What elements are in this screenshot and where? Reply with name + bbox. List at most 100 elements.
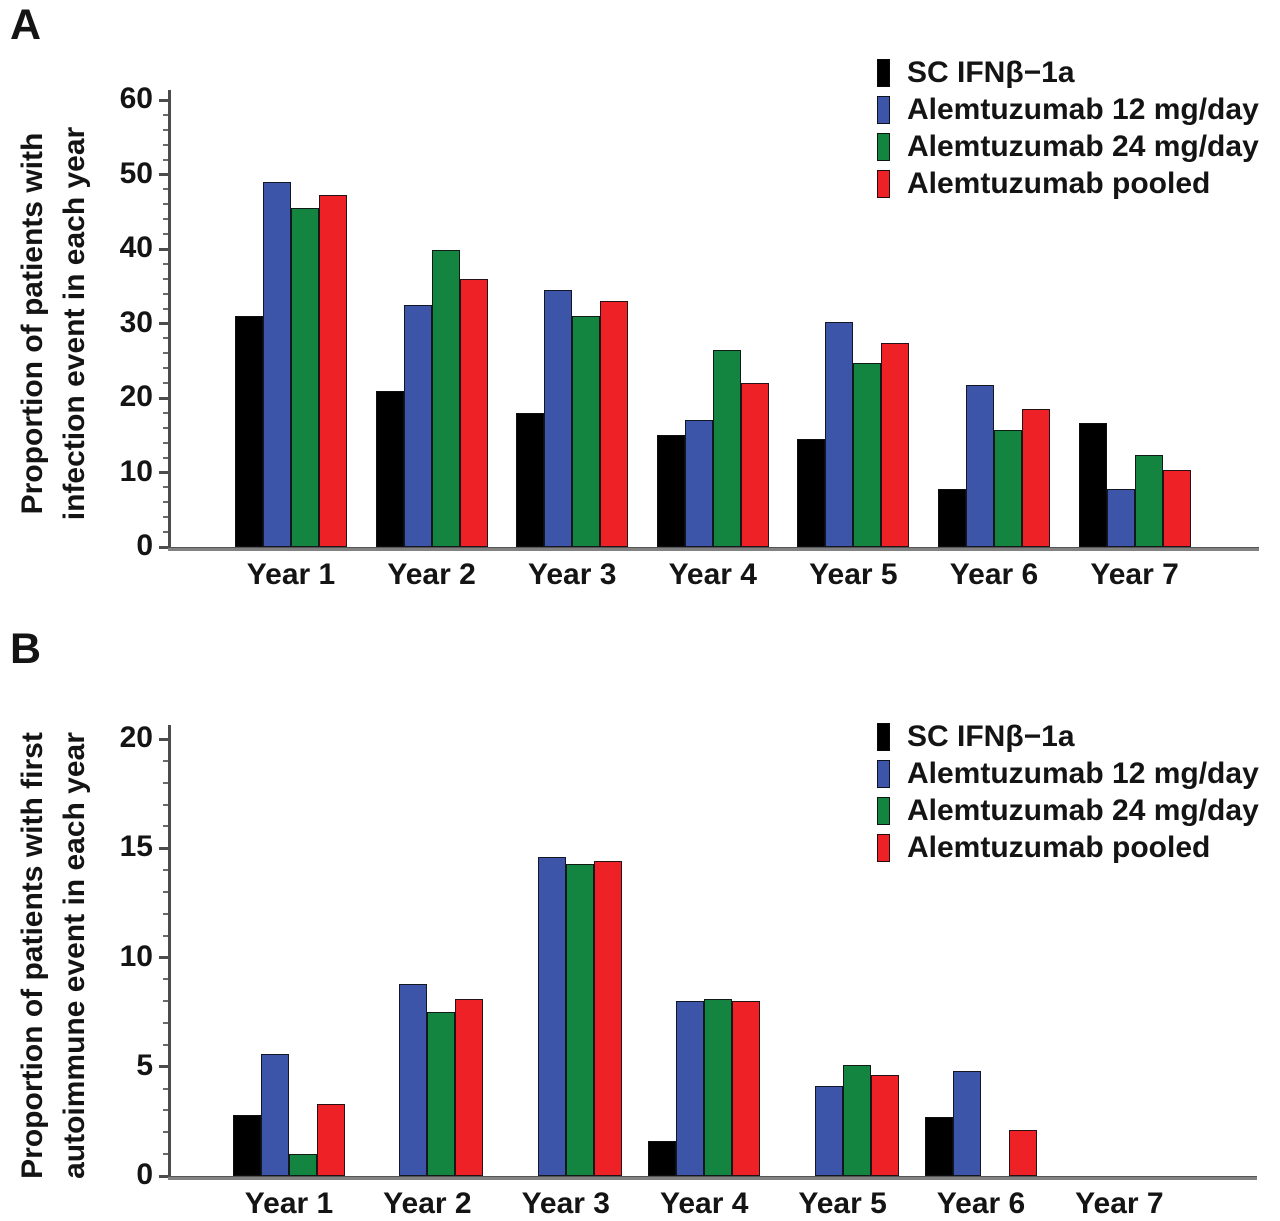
panel-a-y-minor-tick	[163, 501, 168, 504]
panel-a-legend-swatch-alemtuzumab-pooled	[877, 170, 890, 198]
panel-b-y-minor-tick	[163, 978, 168, 981]
panel-a-y-minor-tick	[163, 337, 168, 340]
panel-b-alemtuzumab-24-bar-year-1	[289, 1154, 317, 1176]
panel-b-y-tick-label-15: 15	[119, 830, 153, 864]
panel-a-y-minor-tick	[163, 262, 168, 265]
panel-a-legend-item-alemtuzumab-24: Alemtuzumab 24 mg/day	[877, 129, 1259, 165]
panel-a-legend-label-alemtuzumab-pooled: Alemtuzumab pooled	[907, 167, 1211, 200]
panel-b-y-minor-tick	[163, 912, 168, 915]
panel-a-y-minor-tick	[163, 113, 168, 116]
panel-b-legend-item-alemtuzumab-24: Alemtuzumab 24 mg/day	[877, 793, 1259, 829]
panel-a-letter: A	[10, 1, 42, 49]
panel-b-alemtuzumab-12-bar-year-3	[537, 856, 566, 1176]
panel-b-y-tick-10	[159, 956, 168, 959]
panel-a-legend-item-alemtuzumab-pooled: Alemtuzumab pooled	[877, 166, 1210, 202]
panel-a-alemtuzumab-24-bar-year-7	[1134, 454, 1163, 547]
panel-a-y-minor-tick	[163, 531, 168, 534]
panel-b-x-tick-label-5: Year 5	[798, 1187, 887, 1220]
panel-b-alemtuzumab-pooled-bar-year-6	[1009, 1130, 1037, 1176]
panel-a-alemtuzumab-pooled-bar-year-7	[1162, 470, 1191, 547]
panel-b-alemtuzumab-12-bar-year-5	[814, 1086, 843, 1176]
panel-a-y-minor-tick	[163, 516, 168, 519]
panel-b-y-tick-label-20: 20	[119, 721, 153, 754]
panel-a-legend-label-alemtuzumab-12: Alemtuzumab 12 mg/day	[907, 93, 1259, 126]
panel-a-y-tick-50	[159, 173, 168, 176]
panel-b-y-minor-tick	[163, 759, 168, 762]
panel-b-alemtuzumab-pooled-bar-year-2	[455, 999, 484, 1176]
panel-a-y-axis-line	[168, 90, 171, 551]
panel-a-y-axis-title-line1: Proportion of patients with	[16, 132, 49, 515]
panel-a-alemtuzumab-pooled-bar-year-1	[319, 195, 347, 547]
panel-a-alemtuzumab-12-bar-year-4	[684, 420, 713, 547]
panel-a-y-minor-tick	[163, 233, 168, 236]
panel-a-legend-item-alemtuzumab-12: Alemtuzumab 12 mg/day	[877, 92, 1259, 128]
panel-a-y-minor-tick	[163, 382, 168, 385]
panel-a-sc-ifnb-1a-bar-year-2	[375, 390, 404, 547]
panel-a-y-tick-30	[159, 322, 168, 325]
panel-a-alemtuzumab-24-bar-year-5	[853, 362, 882, 547]
panel-a-sc-ifnb-1a-bar-year-7	[1078, 423, 1107, 547]
panel-b-alemtuzumab-24-bar-year-4	[704, 999, 733, 1176]
panel-b-y-minor-tick	[163, 890, 168, 893]
panel-a-x-tick-label-1: Year 1	[246, 558, 336, 591]
panel-a-sc-ifnb-1a-bar-year-4	[656, 435, 685, 547]
panel-a-y-tick-label-50: 50	[119, 156, 153, 190]
panel-a-alemtuzumab-24-bar-year-2	[431, 250, 460, 547]
panel-a-legend-label-alemtuzumab-24: Alemtuzumab 24 mg/day	[907, 130, 1259, 163]
panel-a-sc-ifnb-1a-bar-year-3	[516, 412, 545, 547]
panel-a-y-minor-tick	[163, 292, 168, 295]
panel-a-y-tick-0	[159, 545, 168, 549]
panel-a-x-tick-label-5: Year 5	[809, 558, 898, 591]
panel-a-alemtuzumab-12-bar-year-6	[966, 384, 994, 547]
panel-a-alemtuzumab-12-bar-year-3	[544, 289, 573, 547]
panel-b-legend-swatch-alemtuzumab-12	[877, 760, 890, 788]
panel-b-y-minor-tick	[163, 781, 168, 784]
panel-b-y-axis-title-line1: Proportion of patients with first	[16, 732, 49, 1179]
panel-b-y-tick-5	[159, 1065, 168, 1069]
panel-a-y-tick-40	[159, 247, 168, 251]
panel-b-alemtuzumab-12-bar-year-2	[399, 983, 428, 1176]
panel-b-x-tick-label-6: Year 6	[936, 1187, 1026, 1220]
panel-a-sc-ifnb-1a-bar-year-6	[938, 488, 966, 547]
panel-b-legend-swatch-alemtuzumab-pooled	[877, 834, 890, 862]
panel-a-y-minor-tick	[163, 158, 168, 161]
panel-a-y-minor-tick	[163, 486, 168, 489]
panel-a-alemtuzumab-12-bar-year-7	[1106, 488, 1135, 547]
panel-b-y-axis-line	[168, 725, 171, 1180]
panel-a-legend-item-sc-ifnb-1a: SC IFNβ−1a	[877, 55, 1075, 91]
panel-a-alemtuzumab-12-bar-year-2	[403, 304, 432, 547]
panel-b-y-tick-15	[159, 846, 168, 850]
panel-b-alemtuzumab-24-bar-year-2	[427, 1012, 456, 1176]
panel-a-y-tick-20	[159, 396, 168, 400]
panel-a-sc-ifnb-1a-bar-year-1	[235, 316, 263, 547]
panel-a-y-minor-tick	[163, 143, 168, 146]
panel-b-legend-label-alemtuzumab-24: Alemtuzumab 24 mg/day	[907, 794, 1259, 827]
panel-a-alemtuzumab-24-bar-year-4	[712, 349, 741, 547]
panel-b-alemtuzumab-24-bar-year-5	[842, 1064, 871, 1176]
panel-b-y-minor-tick	[163, 1153, 168, 1156]
panel-b-y-minor-tick	[163, 869, 168, 872]
panel-a-y-minor-tick	[163, 441, 168, 444]
panel-b-y-tick-label-10: 10	[119, 939, 153, 973]
panel-b-y-tick-20	[159, 737, 168, 741]
panel-b-alemtuzumab-12-bar-year-6	[953, 1071, 981, 1176]
panel-a-y-tick-60	[159, 98, 168, 102]
panel-b-y-minor-tick	[163, 1043, 168, 1046]
panel-b-legend-swatch-alemtuzumab-24	[877, 797, 890, 825]
panel-b-y-minor-tick	[163, 934, 168, 937]
panel-b-y-minor-tick	[163, 1022, 168, 1025]
panel-b-alemtuzumab-pooled-bar-year-4	[732, 1001, 761, 1176]
panel-b-alemtuzumab-24-bar-year-3	[565, 863, 594, 1176]
panel-b-x-tick-label-7: Year 7	[1075, 1187, 1164, 1220]
panel-b-legend-swatch-sc-ifnb-1a	[877, 723, 890, 751]
panel-a-x-tick-label-3: Year 3	[527, 558, 617, 591]
panel-a-x-tick-label-2: Year 2	[387, 558, 476, 591]
panel-b-x-tick-label-3: Year 3	[521, 1187, 610, 1220]
panel-b-x-tick-label-1: Year 1	[244, 1187, 334, 1220]
panel-a-alemtuzumab-24-bar-year-3	[572, 316, 601, 547]
panel-b-alemtuzumab-pooled-bar-year-5	[870, 1075, 899, 1176]
panel-a-x-axis-line	[168, 547, 1259, 551]
panel-b-legend-label-alemtuzumab-12: Alemtuzumab 12 mg/day	[907, 757, 1259, 790]
panel-a-y-minor-tick	[163, 277, 168, 280]
